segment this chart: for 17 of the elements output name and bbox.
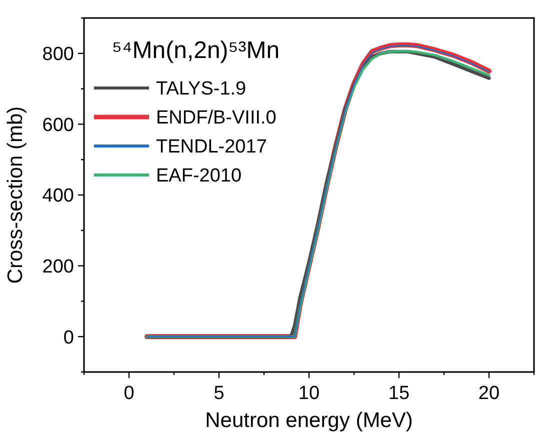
x-tick-label: 10 — [298, 383, 320, 404]
y-axis-title: Cross-section (mb) — [4, 106, 27, 284]
legend-label: TALYS-1.9 — [156, 78, 246, 100]
x-axis-title: Neutron energy (MeV) — [205, 409, 413, 432]
y-tick-label: 200 — [42, 256, 74, 278]
y-tick-label: 600 — [42, 114, 74, 136]
x-tick-label: 0 — [124, 383, 134, 404]
legend-label: EAF-2010 — [156, 166, 242, 187]
y-tick-label: 0 — [63, 327, 74, 348]
x-tick-label: 5 — [214, 383, 224, 404]
y-tick-label: 400 — [42, 186, 74, 207]
legend-label: TENDL-2017 — [156, 136, 267, 158]
legend-label: ENDF/B-VIII.0 — [156, 108, 276, 129]
y-tick-label: 800 — [42, 44, 74, 66]
x-tick-label: 15 — [388, 383, 410, 404]
x-tick-label: 20 — [478, 383, 500, 404]
text: ⁵⁴Mn(n,2n)⁵³Mn — [112, 37, 280, 64]
